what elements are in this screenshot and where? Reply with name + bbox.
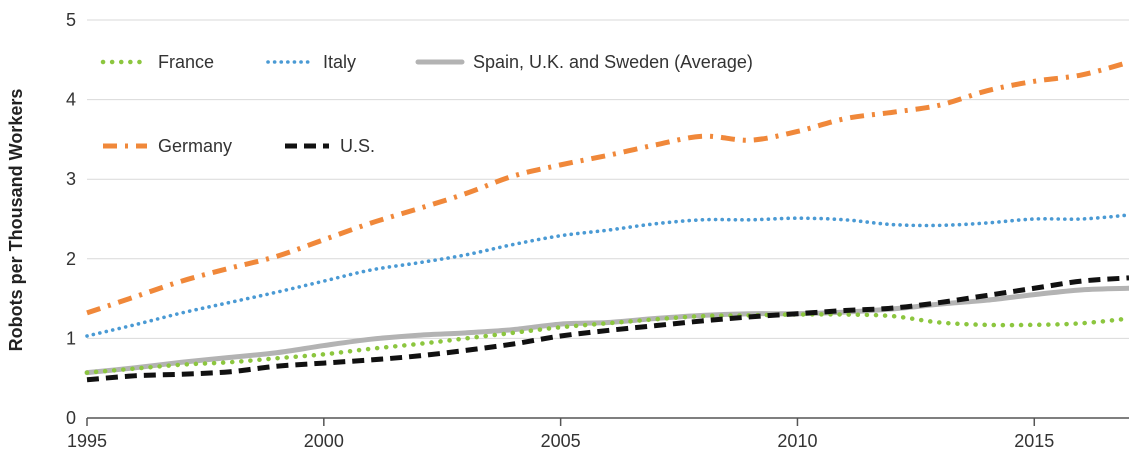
legend-item: U.S. — [285, 136, 375, 156]
legend-item: France — [100, 52, 214, 72]
axis-layer: 0 1 2 3 4 5 1995 2000 2005 2010 2015 — [66, 10, 1129, 451]
series-line-u-s — [86, 275, 1129, 383]
legend: France Italy Spain, U.K. and Sweden (Avera… — [100, 52, 753, 156]
series-line-germany — [86, 59, 1129, 316]
y-tick-label: 3 — [66, 169, 76, 189]
series-line-italy — [85, 213, 1129, 338]
legend-item: Italy — [266, 52, 356, 72]
x-tick-label: 2010 — [777, 431, 817, 451]
legend-label: Spain, U.K. and Sweden (Average) — [473, 52, 753, 72]
legend-item: Germany — [103, 136, 232, 156]
y-tick-label: 0 — [66, 408, 76, 428]
series-line-spain-u-k-and-sweden-average — [84, 285, 1129, 376]
y-tick-label: 2 — [66, 249, 76, 269]
legend-label: Italy — [323, 52, 356, 72]
y-tick-label: 1 — [66, 328, 76, 348]
x-tick-label: 1995 — [67, 431, 107, 451]
legend-item: Spain, U.K. and Sweden (Average) — [415, 52, 753, 72]
x-tick-label: 2005 — [541, 431, 581, 451]
legend-label: Germany — [158, 136, 232, 156]
x-tick-label: 2015 — [1014, 431, 1054, 451]
x-tick-label: 2000 — [304, 431, 344, 451]
series-layer — [84, 59, 1129, 383]
y-axis-title: Robots per Thousand Workers — [6, 89, 26, 352]
y-tick-label: 4 — [66, 90, 76, 110]
legend-label: U.S. — [340, 136, 375, 156]
legend-label: France — [158, 52, 214, 72]
y-tick-label: 5 — [66, 10, 76, 30]
